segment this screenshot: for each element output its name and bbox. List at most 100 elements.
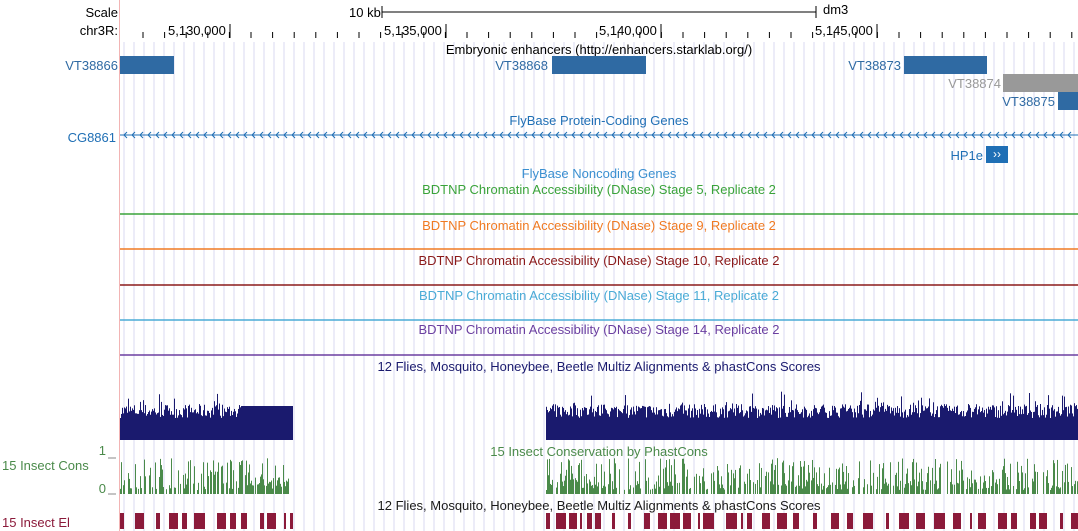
- conservation-bar: [153, 410, 154, 440]
- phastcons-bar: [1003, 466, 1004, 494]
- phastcons-bar: [226, 482, 227, 494]
- conservation-bar: [672, 414, 673, 440]
- conservation-bar: [184, 409, 185, 440]
- conservation-bar: [999, 417, 1000, 440]
- conservation-bar: [849, 407, 850, 440]
- track-title-dnase[interactable]: BDTNP Chromatin Accessibility (DNase) St…: [422, 182, 776, 197]
- conservation-bar: [678, 408, 679, 440]
- enhancer-feature[interactable]: [120, 56, 174, 74]
- elements-side-label[interactable]: 15 Insect El: [2, 515, 70, 530]
- phastcons-bar: [707, 488, 708, 494]
- strand-arrow: [611, 131, 616, 139]
- strand-arrow: [563, 131, 568, 139]
- track-title-dnase[interactable]: BDTNP Chromatin Accessibility (DNase) St…: [422, 218, 776, 233]
- conserved-element: [1030, 513, 1036, 529]
- phastcons-bar: [572, 473, 573, 494]
- phastcons-bar: [807, 481, 808, 494]
- track-title-dnase[interactable]: BDTNP Chromatin Accessibility (DNase) St…: [418, 288, 780, 303]
- strand-arrow: [395, 131, 400, 139]
- conservation-bar: [217, 393, 218, 440]
- conservation-bar: [219, 403, 220, 440]
- track-title-dnase[interactable]: BDTNP Chromatin Accessibility (DNase) St…: [418, 253, 780, 268]
- strand-arrow: [883, 131, 888, 139]
- conservation-bar: [709, 416, 710, 440]
- phastcons-bar: [937, 489, 938, 494]
- conservation-bar: [196, 413, 197, 440]
- conservation-bar: [647, 407, 648, 440]
- conservation-bar: [822, 405, 823, 440]
- phastcons-bar: [576, 480, 577, 494]
- phastcons-bar: [285, 486, 286, 494]
- phastcons-bar: [203, 462, 204, 494]
- phastcons-bar: [240, 464, 241, 494]
- conservation-bar: [592, 412, 593, 440]
- conserved-element: [1071, 513, 1078, 529]
- phastcons-bar: [595, 484, 596, 494]
- phastcons-bar: [187, 478, 188, 494]
- conservation-bar: [775, 411, 776, 440]
- conservation-bar: [240, 407, 241, 440]
- phastcons-bar: [932, 467, 933, 494]
- track-title-multiz-2[interactable]: 12 Flies, Mosquito, Honeybee, Beetle Mul…: [377, 498, 821, 513]
- phastcons-bar: [604, 471, 605, 494]
- enhancer-label[interactable]: VT38873: [848, 58, 901, 73]
- phastcons-bar: [727, 464, 728, 494]
- conservation-bar: [198, 413, 199, 440]
- phastcons-bar: [645, 459, 646, 494]
- gene-strand-arrows-icon[interactable]: ››: [986, 146, 1008, 163]
- strand-arrow: [659, 131, 664, 139]
- conservation-bar: [967, 410, 968, 440]
- track-title-enhancers[interactable]: Embryonic enhancers (http://enhancers.st…: [445, 42, 753, 57]
- phastcons-bar: [989, 476, 990, 494]
- phastcons-bar: [549, 458, 550, 494]
- enhancer-label[interactable]: VT38875: [1002, 94, 1055, 109]
- conservation-bar: [127, 412, 128, 440]
- enhancer-label[interactable]: VT38868: [495, 58, 548, 73]
- phastcons-bar: [700, 483, 701, 494]
- conserved-element: [899, 513, 909, 529]
- conservation-bar: [971, 417, 972, 440]
- conservation-bar: [659, 410, 660, 440]
- phastcons-bar: [842, 463, 843, 494]
- conservation-bar: [1050, 417, 1051, 440]
- enhancer-label[interactable]: VT38874: [948, 76, 1001, 91]
- conservation-bar: [891, 407, 892, 440]
- gene-label[interactable]: HP1e: [950, 148, 983, 163]
- strand-arrow: [947, 131, 952, 139]
- phastcons-side-label[interactable]: 15 Insect Cons: [2, 458, 89, 473]
- enhancer-label[interactable]: VT38866: [65, 58, 118, 73]
- enhancer-feature[interactable]: [1058, 92, 1078, 110]
- track-title-multiz[interactable]: 12 Flies, Mosquito, Honeybee, Beetle Mul…: [377, 359, 821, 374]
- strand-arrow: [251, 131, 256, 139]
- enhancer-feature[interactable]: [1003, 74, 1078, 92]
- track-title-flybase-noncoding[interactable]: FlyBase Noncoding Genes: [521, 166, 677, 181]
- gene-label[interactable]: CG8861: [67, 130, 116, 145]
- track-title-flybase-coding[interactable]: FlyBase Protein-Coding Genes: [509, 113, 689, 128]
- strand-arrow: [787, 131, 792, 139]
- track-title-dnase[interactable]: BDTNP Chromatin Accessibility (DNase) St…: [418, 322, 780, 337]
- conservation-bar: [863, 417, 864, 440]
- conservation-bar: [896, 412, 897, 440]
- enhancer-feature[interactable]: [904, 56, 987, 74]
- track-title-phastcons[interactable]: 15 Insect Conservation by PhastCons: [490, 444, 708, 459]
- phastcons-bar: [798, 475, 799, 494]
- phastcons-bar: [636, 485, 637, 494]
- enhancer-feature[interactable]: [552, 56, 646, 74]
- phastcons-bar: [679, 482, 680, 494]
- phastcons-bar: [583, 487, 584, 494]
- scale-label: Scale: [85, 5, 118, 20]
- conservation-bar: [682, 402, 683, 440]
- phastcons-bar: [821, 483, 822, 494]
- conservation-bar: [1010, 393, 1011, 440]
- conservation-bar: [556, 416, 557, 440]
- phastcons-bar: [926, 482, 927, 494]
- conservation-bar: [215, 406, 216, 440]
- conservation-bar: [870, 410, 871, 440]
- conservation-bar: [809, 413, 810, 440]
- conservation-bar: [768, 406, 769, 440]
- conservation-bar: [956, 406, 957, 440]
- phastcons-bar: [910, 481, 911, 494]
- phastcons-bar: [659, 486, 660, 494]
- phastcons-bar: [591, 485, 592, 494]
